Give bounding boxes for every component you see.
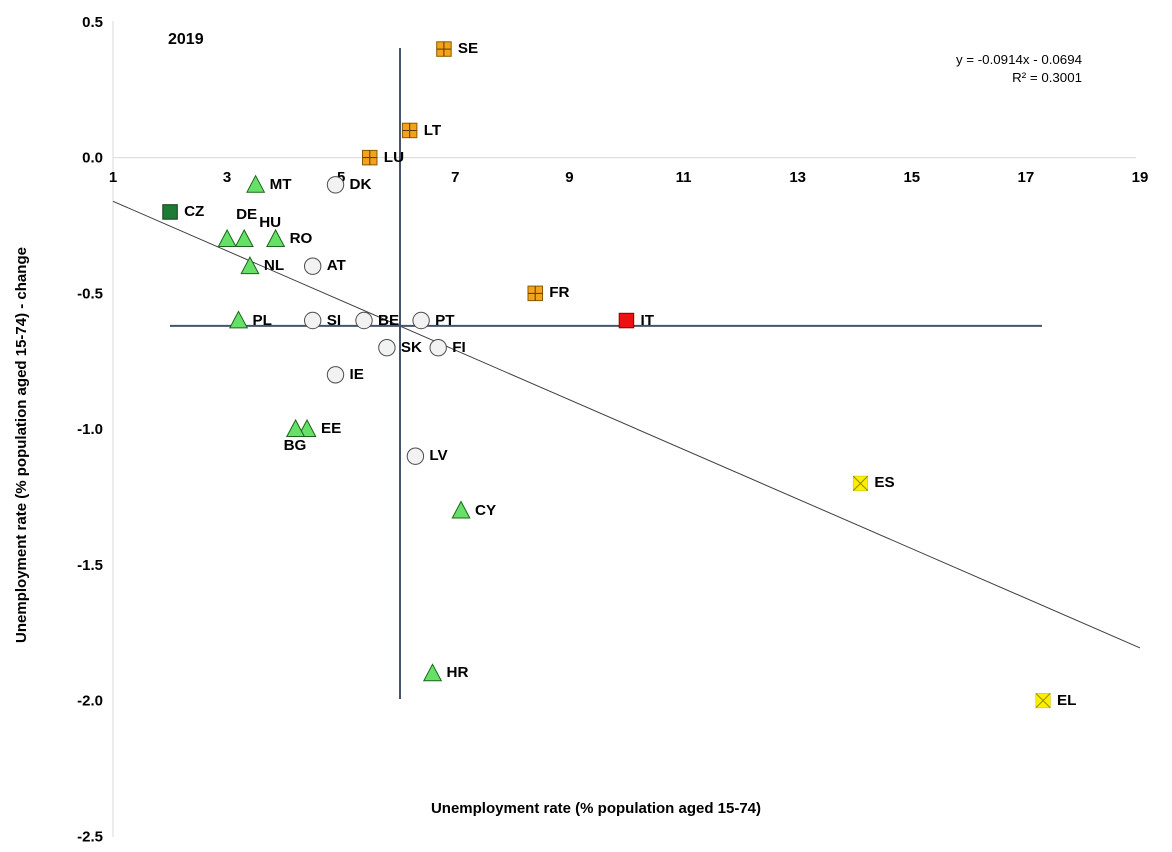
svg-text:-1.5: -1.5 [77, 557, 103, 574]
svg-text:11: 11 [676, 169, 692, 186]
svg-text:0.0: 0.0 [82, 150, 103, 167]
svg-text:0.5: 0.5 [82, 14, 103, 31]
svg-text:-2.5: -2.5 [77, 828, 103, 845]
svg-text:19: 19 [1132, 169, 1149, 186]
svg-text:2019: 2019 [168, 31, 204, 48]
svg-text:15: 15 [903, 169, 920, 186]
svg-text:7: 7 [451, 169, 459, 186]
svg-text:1: 1 [109, 169, 117, 186]
svg-text:9: 9 [565, 169, 573, 186]
svg-text:R² = 0.3001: R² = 0.3001 [1012, 70, 1082, 85]
svg-text:-1.0: -1.0 [77, 421, 103, 438]
svg-text:y = -0.0914x - 0.0694: y = -0.0914x - 0.0694 [956, 52, 1082, 67]
svg-text:3: 3 [223, 169, 231, 186]
svg-text:Unemployment rate (% populatio: Unemployment rate (% population aged 15-… [431, 800, 761, 817]
svg-text:-2.0: -2.0 [77, 693, 103, 710]
svg-text:-0.5: -0.5 [77, 285, 103, 302]
svg-text:17: 17 [1018, 169, 1035, 186]
svg-text:Unemployment rate (% populatio: Unemployment rate (% population aged 15-… [13, 247, 30, 643]
svg-text:13: 13 [789, 169, 806, 186]
